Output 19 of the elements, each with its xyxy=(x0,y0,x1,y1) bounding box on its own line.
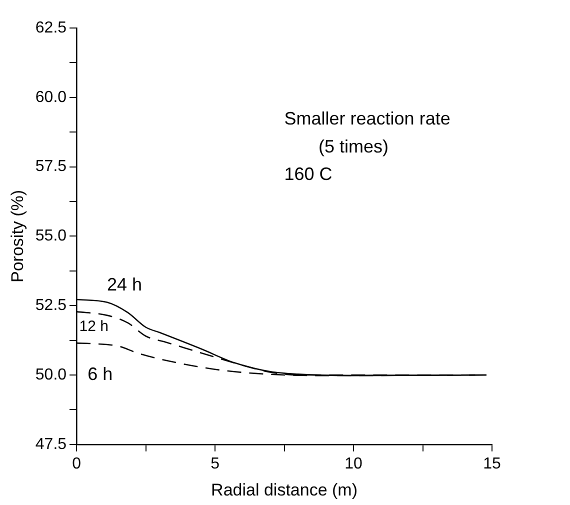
y-tick-label: 62.5 xyxy=(35,19,67,36)
y-tick-label: 57.5 xyxy=(35,158,67,176)
series-label: 12 h xyxy=(79,318,109,336)
annotation: 160 C xyxy=(284,164,332,184)
x-tick-label: 0 xyxy=(72,455,82,472)
y-axis-title: Porosity (%) xyxy=(8,190,27,282)
series-label: 6 h xyxy=(88,364,113,384)
series-label: 24 h xyxy=(107,274,142,295)
x-tick-label: 15 xyxy=(483,455,501,472)
y-tick-label: 47.5 xyxy=(35,436,67,453)
x-tick-label: 10 xyxy=(344,455,363,472)
y-tick-label: 52.5 xyxy=(35,297,67,314)
x-tick-label: 5 xyxy=(210,455,220,472)
annotation: Smaller reaction rate xyxy=(284,108,450,129)
y-tick-label: 55.0 xyxy=(35,228,67,245)
x-axis-title: Radial distance (m) xyxy=(211,480,358,500)
y-tick-label: 50.0 xyxy=(35,366,67,384)
y-tick-label: 60.0 xyxy=(35,88,67,106)
annotation: (5 times) xyxy=(318,136,389,156)
